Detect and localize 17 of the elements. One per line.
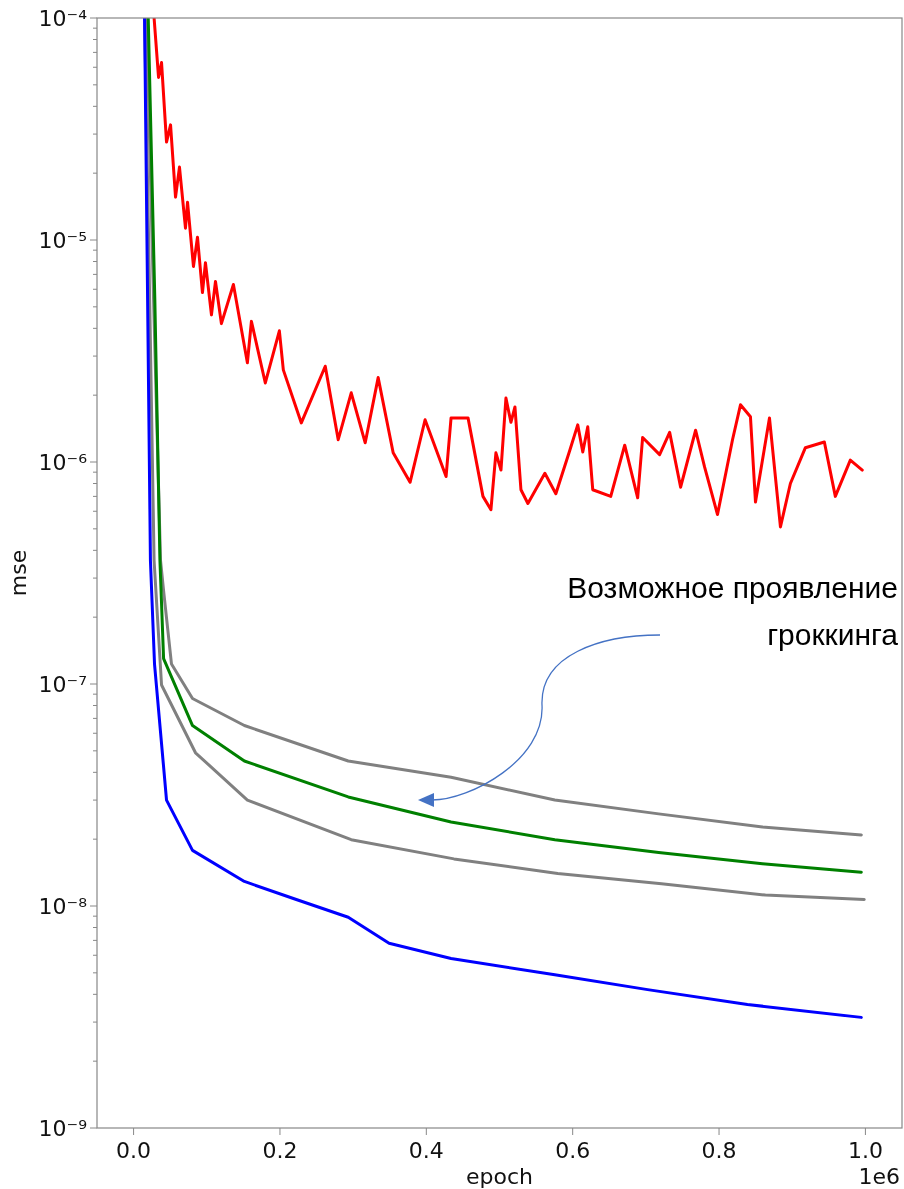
x-tick-label: 1.0	[847, 1138, 883, 1163]
text: 1e6	[858, 1164, 900, 1189]
y-tick-label: 10⁻⁶	[38, 449, 88, 475]
line-series	[152, 18, 864, 529]
y-tick-label: 10⁻⁹	[38, 1115, 87, 1141]
y-axis-title: mse	[6, 549, 31, 597]
y-tick-label: 10⁻⁷	[38, 671, 87, 697]
y-tick-label: 10⁻⁴	[38, 5, 88, 31]
x-tick-label: 0.6	[555, 1138, 591, 1163]
x-axis-title: epoch	[466, 1164, 533, 1189]
annotation: Возможное проявление гроккинга	[567, 571, 899, 651]
x-tick-label: 0.0	[116, 1138, 152, 1163]
x-tick-label: 0.4	[408, 1138, 444, 1163]
x-tick-label: 0.2	[262, 1138, 298, 1163]
y-tick-label: 10⁻⁸	[38, 893, 88, 919]
y-tick-label: 10⁻⁵	[38, 227, 87, 253]
x-tick-label: 0.8	[701, 1138, 737, 1163]
